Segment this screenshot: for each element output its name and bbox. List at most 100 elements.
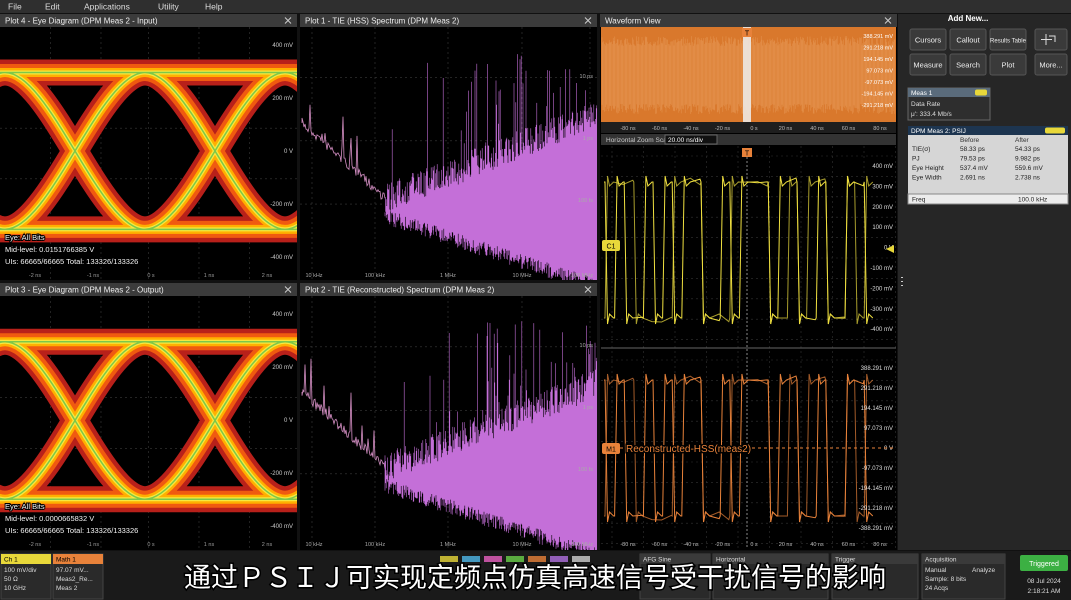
x-tick-label: 1 ns	[204, 542, 215, 548]
close-icon[interactable]	[584, 286, 592, 293]
status-box-line: Sample: 8 bits	[925, 576, 967, 583]
dpm-cell: 54.33 ps	[1015, 146, 1041, 153]
time-label: 0 s	[750, 542, 758, 548]
close-icon[interactable]	[284, 17, 292, 24]
time-label: -60 ns	[652, 126, 668, 132]
x-tick-label: 1 MHz	[440, 542, 456, 548]
plot-area	[300, 27, 597, 280]
x-tick-label: 10 MHz	[513, 273, 532, 279]
channel-chip[interactable]	[506, 556, 524, 562]
button[interactable]	[909, 28, 947, 51]
ch1-scale-label: -300 mV	[870, 307, 893, 313]
status-box-header	[832, 554, 918, 564]
button[interactable]	[909, 53, 947, 76]
overview-trace	[601, 36, 895, 114]
dpm-cell: 2.738 ns	[1015, 175, 1041, 182]
eye-trace	[0, 340, 297, 500]
status-box-line: Meas2_Re...	[56, 576, 93, 583]
channel-chip[interactable]	[550, 556, 568, 562]
overview-label: -291.218 mV	[862, 103, 894, 109]
spectrum-trace	[301, 358, 386, 469]
button-label[interactable]: Plot	[1002, 61, 1016, 70]
menu-item[interactable]: Utility	[158, 2, 180, 12]
channel-chip[interactable]	[572, 556, 590, 562]
close-icon[interactable]	[884, 17, 892, 24]
status-box-line: 24 Acqs	[925, 585, 949, 592]
menu-item[interactable]: Edit	[45, 2, 60, 12]
x-tick-label: 100 MHz	[571, 542, 593, 548]
status-box-header	[922, 554, 1005, 564]
button[interactable]	[989, 28, 1027, 51]
channel-chip[interactable]	[484, 556, 502, 562]
meas1-value: μ': 333.4 Mb/s	[911, 111, 953, 118]
status-box-line: Manual	[925, 567, 947, 574]
close-icon[interactable]	[584, 17, 592, 24]
time-label: -60 ns	[652, 542, 668, 548]
waveform-trace	[604, 175, 874, 325]
zoom-bar	[601, 134, 896, 145]
button-label[interactable]: Results Table	[990, 39, 1027, 45]
y-tick-label: 0 V	[284, 418, 293, 424]
ch1-badge[interactable]	[602, 240, 620, 251]
channel-chip[interactable]	[462, 556, 480, 562]
math-scale-label: 291.218 mV	[861, 386, 893, 392]
panel-title: Waveform View	[605, 17, 661, 26]
trigger-marker: T	[745, 151, 750, 158]
time-label: -20 ns	[715, 542, 731, 548]
panel-title: Plot 4 - Eye Diagram (DPM Meas 2 - Input…	[5, 17, 158, 26]
y-tick-label: 10 ps	[580, 74, 594, 80]
triggered-button[interactable]	[1020, 555, 1068, 571]
time-label: 0 s	[750, 126, 758, 132]
button[interactable]	[1034, 53, 1068, 76]
waveform-trace	[604, 373, 874, 523]
channel-chip[interactable]	[440, 556, 458, 562]
overview-label: 388.291 mV	[863, 34, 893, 40]
zoom-value-box[interactable]	[664, 134, 718, 145]
y-tick-label: 400 mV	[272, 312, 293, 318]
dpm-badge	[1045, 127, 1065, 134]
dpm-cell: 559.6 mV	[1015, 165, 1043, 172]
button-label[interactable]: Callout	[956, 36, 980, 45]
button-label[interactable]: More...	[1039, 61, 1062, 70]
dpm-title: DPM Meas 2: PSIJ	[911, 128, 966, 135]
triggered-label[interactable]: Triggered	[1029, 561, 1059, 568]
button[interactable]	[989, 53, 1027, 76]
dpm-column: After	[1015, 137, 1030, 144]
x-tick-label: 100 kHz	[365, 273, 385, 279]
channel-chip[interactable]	[528, 556, 546, 562]
meas1-badge	[975, 89, 987, 96]
menu-item[interactable]: File	[8, 2, 22, 12]
math-badge[interactable]	[602, 443, 620, 454]
time-label: -40 ns	[683, 126, 699, 132]
button[interactable]	[949, 53, 987, 76]
time-label: 40 ns	[810, 542, 824, 548]
button-label[interactable]: Cursors	[915, 36, 942, 45]
button-label[interactable]: Measure	[913, 61, 942, 70]
dpm-cell: Eye Width	[912, 175, 942, 182]
close-icon[interactable]	[284, 286, 292, 293]
overview-label: 291.218 mV	[863, 46, 893, 52]
ch1-scale-label: 200 mV	[872, 205, 893, 211]
menu-item[interactable]: Help	[205, 2, 223, 12]
button[interactable]	[949, 28, 987, 51]
panel-title: Plot 1 - TIE (HSS) Spectrum (DPM Meas 2)	[305, 17, 459, 26]
menu-item[interactable]: Applications	[84, 2, 130, 12]
math-scale-label: 0 V	[884, 446, 893, 452]
dpm-cell: Eye Height	[912, 165, 944, 172]
date: 08 Jul 2024	[1027, 578, 1061, 585]
button-label[interactable]: Search	[956, 61, 980, 70]
math-scale-label: 194.145 mV	[861, 406, 893, 412]
x-tick-label: -2 ns	[29, 273, 41, 279]
status-box-title: Trigger	[835, 557, 856, 564]
y-tick-label: -200 mV	[270, 202, 293, 208]
status-box-title: AFG Sine	[643, 557, 672, 564]
panel-header	[0, 14, 297, 27]
status-box-header	[640, 554, 710, 564]
meas1-title: Meas 1	[911, 90, 933, 97]
time-label: -40 ns	[683, 542, 699, 548]
meas1-header	[908, 88, 990, 97]
panel-header	[300, 14, 597, 27]
dpm-cell: 58.33 ps	[960, 146, 986, 153]
ch1-scale-label: 300 mV	[872, 184, 893, 190]
